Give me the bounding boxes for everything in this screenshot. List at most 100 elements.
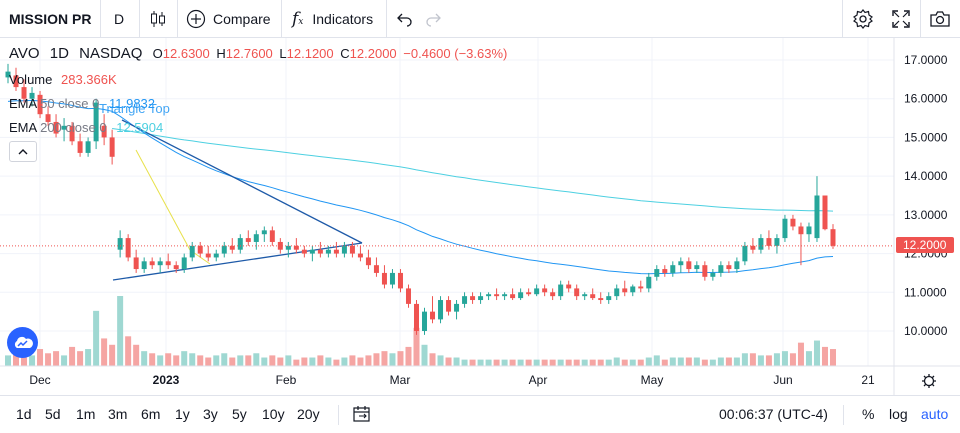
volume-bar [141,351,148,366]
indicators-button[interactable]: fx Indicators [292,0,373,38]
candles-icon [151,11,165,27]
volume-bar [461,359,468,366]
candle-body [638,286,644,289]
interval-label: D [114,11,125,27]
price-axis[interactable]: 10.000011.000012.000013.000014.000015.00… [904,53,948,338]
volume-bar [389,353,396,366]
compare-button[interactable]: Compare [186,0,271,38]
symbol-search-button[interactable]: MISSION PR [9,0,91,38]
range-button[interactable]: 3m [108,406,128,422]
candle-body [534,288,540,295]
chart-area[interactable]: 10.0000 11.0000 12.0000 13.0000 14.0000 15.00… [0,38,960,395]
fullscreen-button[interactable] [891,0,911,38]
percent-scale-button[interactable]: % [862,406,874,422]
volume-bar [565,359,572,366]
candle-body [301,249,307,254]
volume-bar [165,353,172,366]
candle-body [229,245,235,250]
volume-bar [757,355,764,366]
high-label: H [216,46,226,61]
candle-body [357,253,363,258]
volume-bar [333,359,340,366]
candle-body [510,294,516,299]
volume-bars [5,296,836,366]
candle-body [13,75,19,88]
candle-body [830,229,836,246]
candle-body [598,298,604,301]
volume-bar [797,342,804,366]
tradingview-logo-button[interactable] [7,327,38,358]
candle-body [718,265,724,273]
redo-button[interactable] [424,0,442,38]
candle-body [766,238,772,246]
range-button[interactable]: 10y [262,406,285,422]
candle-body [774,238,780,246]
camera-icon [930,11,950,27]
symbol-label: MISSION PR [9,11,92,27]
undo-button[interactable] [396,0,414,38]
pattern-label[interactable]: Triangle Top [99,101,170,116]
volume-bar [349,355,356,366]
open-value: 12.6300 [162,46,210,61]
volume-bar [285,355,292,366]
range-button[interactable]: 1m [76,406,96,422]
price-chart[interactable]: 10.000011.000012.000013.000014.000015.00… [0,38,960,395]
volume-legend[interactable]: Volume 283.366K [9,72,117,87]
candle-body [462,296,468,304]
volume-bar [701,359,708,366]
log-scale-button[interactable]: log [889,406,908,422]
time-axis[interactable]: Dec 2023 Feb Mar Apr May Jun 21 [29,373,875,387]
indicators-label: Indicators [312,11,374,27]
chart-style-button[interactable] [148,0,168,38]
volume-bar [485,359,492,366]
volume-bar [693,357,700,366]
candle-body [173,265,179,270]
interval-button[interactable]: D [114,0,124,38]
time-tick-label: May [641,373,664,387]
ema200-legend[interactable]: EMA 200 close 0 12.5904 [9,120,163,135]
go-to-date-button[interactable] [352,405,372,426]
candle-body [405,288,411,304]
candle-body [734,261,740,270]
volume-bar [45,353,52,366]
candle-body [606,296,612,301]
range-button[interactable]: 20y [297,406,320,422]
legend-ticker: AVO [9,45,40,62]
fullscreen-icon [892,10,910,28]
ema50-legend[interactable]: EMA 50 close 0 11.9832 [9,96,155,111]
toolbar-divider [338,405,339,425]
candle-body [710,272,716,277]
range-button[interactable]: 5y [232,406,247,422]
volume-bar [741,353,748,366]
volume-bar [37,349,44,366]
low-value: 12.1200 [286,46,334,61]
legend-exchange: NASDAQ [79,45,143,62]
toolbar-divider [842,0,843,38]
candle-body [61,125,67,130]
open-label: O [152,46,163,61]
volume-bar [125,336,132,366]
auto-scale-button[interactable]: auto [921,406,948,422]
candle-body [189,245,195,258]
range-button[interactable]: 1y [175,406,190,422]
timezone-button[interactable]: 00:06:37 (UTC-4) [719,406,828,422]
settings-button[interactable] [852,0,874,38]
range-button[interactable]: 1d [16,406,32,422]
volume-bar [413,327,420,366]
volume-bar [509,359,516,366]
screenshot-button[interactable] [929,0,951,38]
volume-bar [493,359,500,366]
time-axis-settings-button[interactable] [922,374,936,388]
candle-body [365,257,371,266]
range-button[interactable]: 6m [141,406,161,422]
volume-bar [269,355,276,366]
close-value: 12.2000 [349,46,397,61]
legend-collapse-button[interactable] [9,141,37,162]
candle-body [221,245,227,254]
range-button[interactable]: 5d [45,406,61,422]
range-button[interactable]: 3y [203,406,218,422]
candle-body [261,230,267,235]
volume-bar [421,344,428,366]
main-legend: AVO 1D NASDAQ O12.6300 H12.7600 L12.1200… [9,45,507,62]
volume-bar [381,351,388,366]
